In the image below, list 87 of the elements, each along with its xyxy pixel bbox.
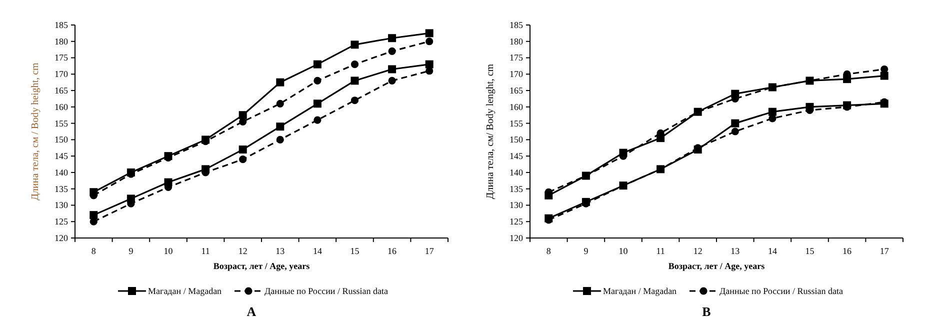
y-tick-label: 120 (54, 232, 68, 243)
text: B (702, 304, 712, 319)
y-axis-title: Длина тела, см / Body height, cm (30, 62, 41, 200)
y-tick-label: 130 (54, 200, 68, 210)
point (425, 29, 434, 38)
y-tick-label: 125 (54, 216, 68, 227)
y-tick-label: 160 (510, 102, 524, 112)
y-axis-title: Длина тела, см/ Body lenght, cm (485, 64, 496, 200)
point (313, 60, 322, 68)
y-tick-label: 170 (54, 69, 68, 80)
point (276, 136, 284, 144)
point (90, 211, 98, 220)
y-tick-label: 120 (510, 232, 524, 243)
point (731, 128, 739, 136)
point (388, 76, 396, 85)
x-tick-label: 15 (350, 246, 360, 256)
point (426, 67, 434, 75)
y-tick-label: 160 (54, 102, 68, 112)
y-tick-label: 140 (54, 167, 68, 178)
point (880, 72, 888, 80)
point (768, 108, 776, 116)
y-tick-label: 175 (54, 52, 68, 63)
x-tick-label: 17 (424, 246, 434, 256)
y-tick-label: 165 (510, 86, 524, 96)
x-tick-label: 8 (91, 246, 96, 256)
point (388, 47, 396, 56)
point (313, 100, 322, 108)
y-tick-label: 175 (510, 52, 524, 63)
x-axis-title: Возраст, лет / Age, years (668, 261, 766, 271)
text: A (246, 304, 257, 319)
point (350, 96, 359, 104)
x-tick-label: 13 (730, 246, 740, 256)
x-tick-label: 10 (164, 246, 174, 256)
y-tick-label: 150 (54, 134, 68, 145)
legend-label: Данные по России / Russian data (264, 286, 388, 296)
y-tick-label: 155 (510, 118, 524, 128)
point (314, 76, 322, 85)
x-tick-label: 14 (768, 246, 778, 256)
y-tick-label: 185 (54, 20, 68, 30)
point (350, 40, 359, 49)
point (350, 60, 359, 68)
y-tick-label: 145 (54, 151, 68, 162)
x-tick-label: 13 (276, 246, 286, 256)
point (426, 38, 434, 46)
x-tick-label: 10 (618, 246, 628, 256)
point (731, 119, 740, 128)
x-tick-label: 11 (656, 246, 665, 256)
y-tick-label: 125 (510, 216, 524, 227)
point (768, 114, 776, 122)
x-tick-label: 15 (805, 246, 815, 256)
y-tick-label: 170 (510, 69, 524, 80)
x-axis-title: Возраст, лет / Age, years (213, 261, 310, 271)
point (239, 156, 247, 164)
y-tick-label: 180 (510, 36, 524, 46)
point (238, 111, 247, 120)
x-tick-label: 16 (388, 246, 398, 256)
point (350, 76, 359, 85)
x-tick-label: 16 (842, 246, 852, 256)
point (425, 60, 434, 68)
x-tick-label: 12 (693, 246, 702, 256)
y-tick-label: 145 (510, 151, 524, 162)
y-tick-label: 140 (510, 167, 524, 178)
y-tick-label: 155 (54, 118, 68, 128)
legend-label: Магадан / Magadan (148, 286, 222, 296)
y-tick-label: 135 (54, 184, 68, 194)
point (388, 34, 396, 42)
legend-label: Данные по России / Russian data (720, 286, 843, 296)
y-tick-label: 180 (54, 36, 68, 46)
y-tick-label: 135 (510, 184, 524, 194)
point (276, 78, 284, 86)
point (276, 122, 284, 131)
y-tick-label: 150 (510, 134, 524, 145)
x-tick-label: 12 (238, 246, 248, 256)
y-tick-label: 165 (54, 86, 68, 96)
x-tick-label: 14 (312, 246, 322, 256)
x-tick-label: 9 (128, 246, 134, 256)
x-tick-label: 9 (584, 246, 589, 256)
point (388, 65, 396, 74)
point (314, 116, 322, 124)
point (238, 146, 247, 154)
x-tick-label: 11 (201, 246, 210, 256)
x-tick-label: 8 (546, 246, 552, 256)
y-tick-label: 185 (510, 20, 524, 30)
legend-label: Магадан / Magadan (603, 286, 678, 296)
x-tick-label: 17 (880, 246, 890, 256)
point (276, 100, 284, 108)
y-tick-label: 130 (510, 200, 524, 210)
